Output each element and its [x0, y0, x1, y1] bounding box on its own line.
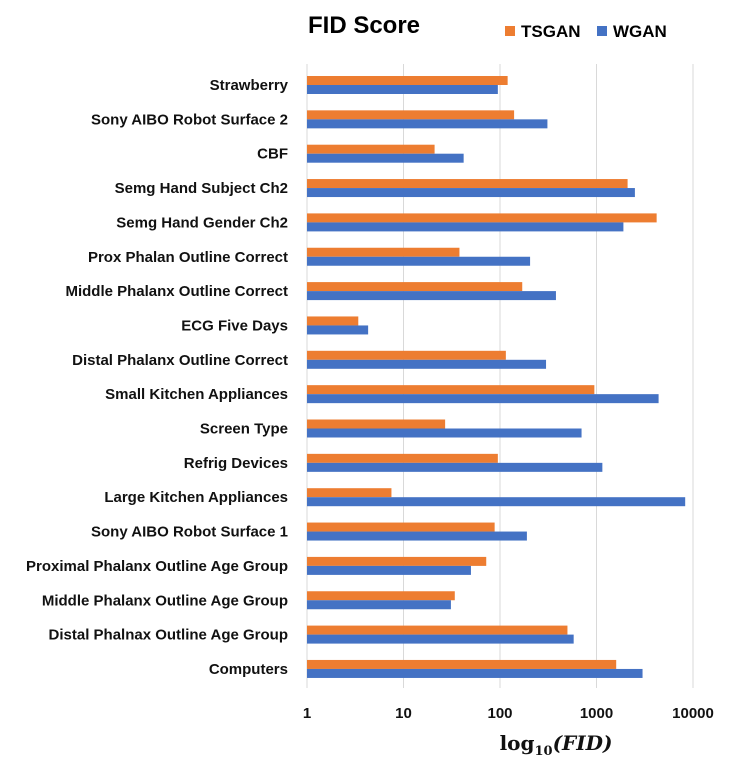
bar-tsgan [307, 144, 435, 154]
x-tick-label: 1 [303, 705, 311, 722]
bar-tsgan [307, 350, 506, 360]
bar-tsgan [307, 556, 487, 566]
category-label: Middle Phalanx Outline Correct [65, 283, 288, 300]
category-label: Small Kitchen Appliances [105, 386, 288, 403]
bar-wgan [307, 325, 369, 335]
bar-wgan [307, 359, 547, 369]
bar-wgan [307, 256, 531, 266]
x-tick-label: 10 [395, 705, 412, 722]
category-label: Sony AIBO Robot Surface 1 [91, 524, 288, 541]
bar-wgan [307, 119, 548, 129]
x-axis-label: log10(FID) [500, 731, 613, 759]
bar-wgan [307, 565, 471, 575]
legend-label-tsgan: TSGAN [521, 22, 581, 41]
bar-tsgan [307, 247, 460, 257]
bars [307, 76, 686, 678]
bar-wgan [307, 634, 574, 644]
bar-tsgan [307, 110, 515, 120]
bar-wgan [307, 394, 659, 404]
category-label: Distal Phalnax Outline Age Group [49, 627, 288, 644]
bar-wgan [307, 188, 635, 198]
chart-title: FID Score [308, 12, 420, 39]
bar-wgan [307, 85, 498, 94]
bar-tsgan [307, 659, 617, 669]
bar-wgan [307, 531, 527, 541]
bar-tsgan [307, 282, 523, 292]
bar-tsgan [307, 453, 498, 463]
category-label: Proximal Phalanx Outline Age Group [26, 558, 288, 575]
bar-tsgan [307, 76, 508, 85]
category-label: Semg Hand Gender Ch2 [116, 214, 288, 231]
x-tick-labels: 1 10 100 1000 10000 [303, 705, 714, 722]
bar-wgan [307, 462, 603, 472]
bar-tsgan [307, 591, 455, 601]
bar-tsgan [307, 179, 628, 189]
bar-wgan [307, 668, 643, 678]
legend: TSGAN WGAN [505, 22, 667, 41]
bar-wgan [307, 428, 582, 438]
bar-tsgan [307, 419, 446, 429]
category-label: Large Kitchen Appliances [104, 489, 288, 506]
category-label: ECG Five Days [181, 317, 288, 334]
category-label: Refrig Devices [184, 455, 288, 472]
category-label: Strawberry [210, 77, 289, 94]
category-label: Middle Phalanx Outline Age Group [42, 592, 288, 609]
bar-wgan [307, 222, 624, 232]
bar-tsgan [307, 316, 359, 326]
legend-label-wgan: WGAN [613, 22, 667, 41]
bar-wgan [307, 153, 464, 163]
x-tick-label: 1000 [580, 705, 613, 722]
bar-wgan [307, 600, 451, 610]
category-label: Distal Phalanx Outline Correct [72, 352, 288, 369]
bar-tsgan [307, 213, 657, 223]
category-label: Computers [209, 661, 288, 678]
category-label: CBF [257, 146, 288, 163]
x-tick-label: 100 [487, 705, 512, 722]
category-labels: Strawberry Sony AIBO Robot Surface 2 CBF Se… [26, 77, 289, 678]
legend-swatch-wgan [597, 26, 607, 36]
bar-tsgan [307, 522, 495, 532]
category-label: Semg Hand Subject Ch2 [115, 180, 288, 197]
bar-wgan [307, 497, 686, 507]
category-label: Screen Type [200, 421, 288, 438]
bar-wgan [307, 291, 556, 301]
bar-tsgan [307, 385, 595, 395]
category-label: Sony AIBO Robot Surface 2 [91, 111, 288, 128]
gridlines [306, 64, 694, 688]
bar-tsgan [307, 488, 392, 498]
bar-tsgan [307, 625, 568, 635]
x-tick-label: 10000 [672, 705, 714, 722]
category-label: Prox Phalan Outline Correct [88, 249, 288, 266]
legend-swatch-tsgan [505, 26, 515, 36]
